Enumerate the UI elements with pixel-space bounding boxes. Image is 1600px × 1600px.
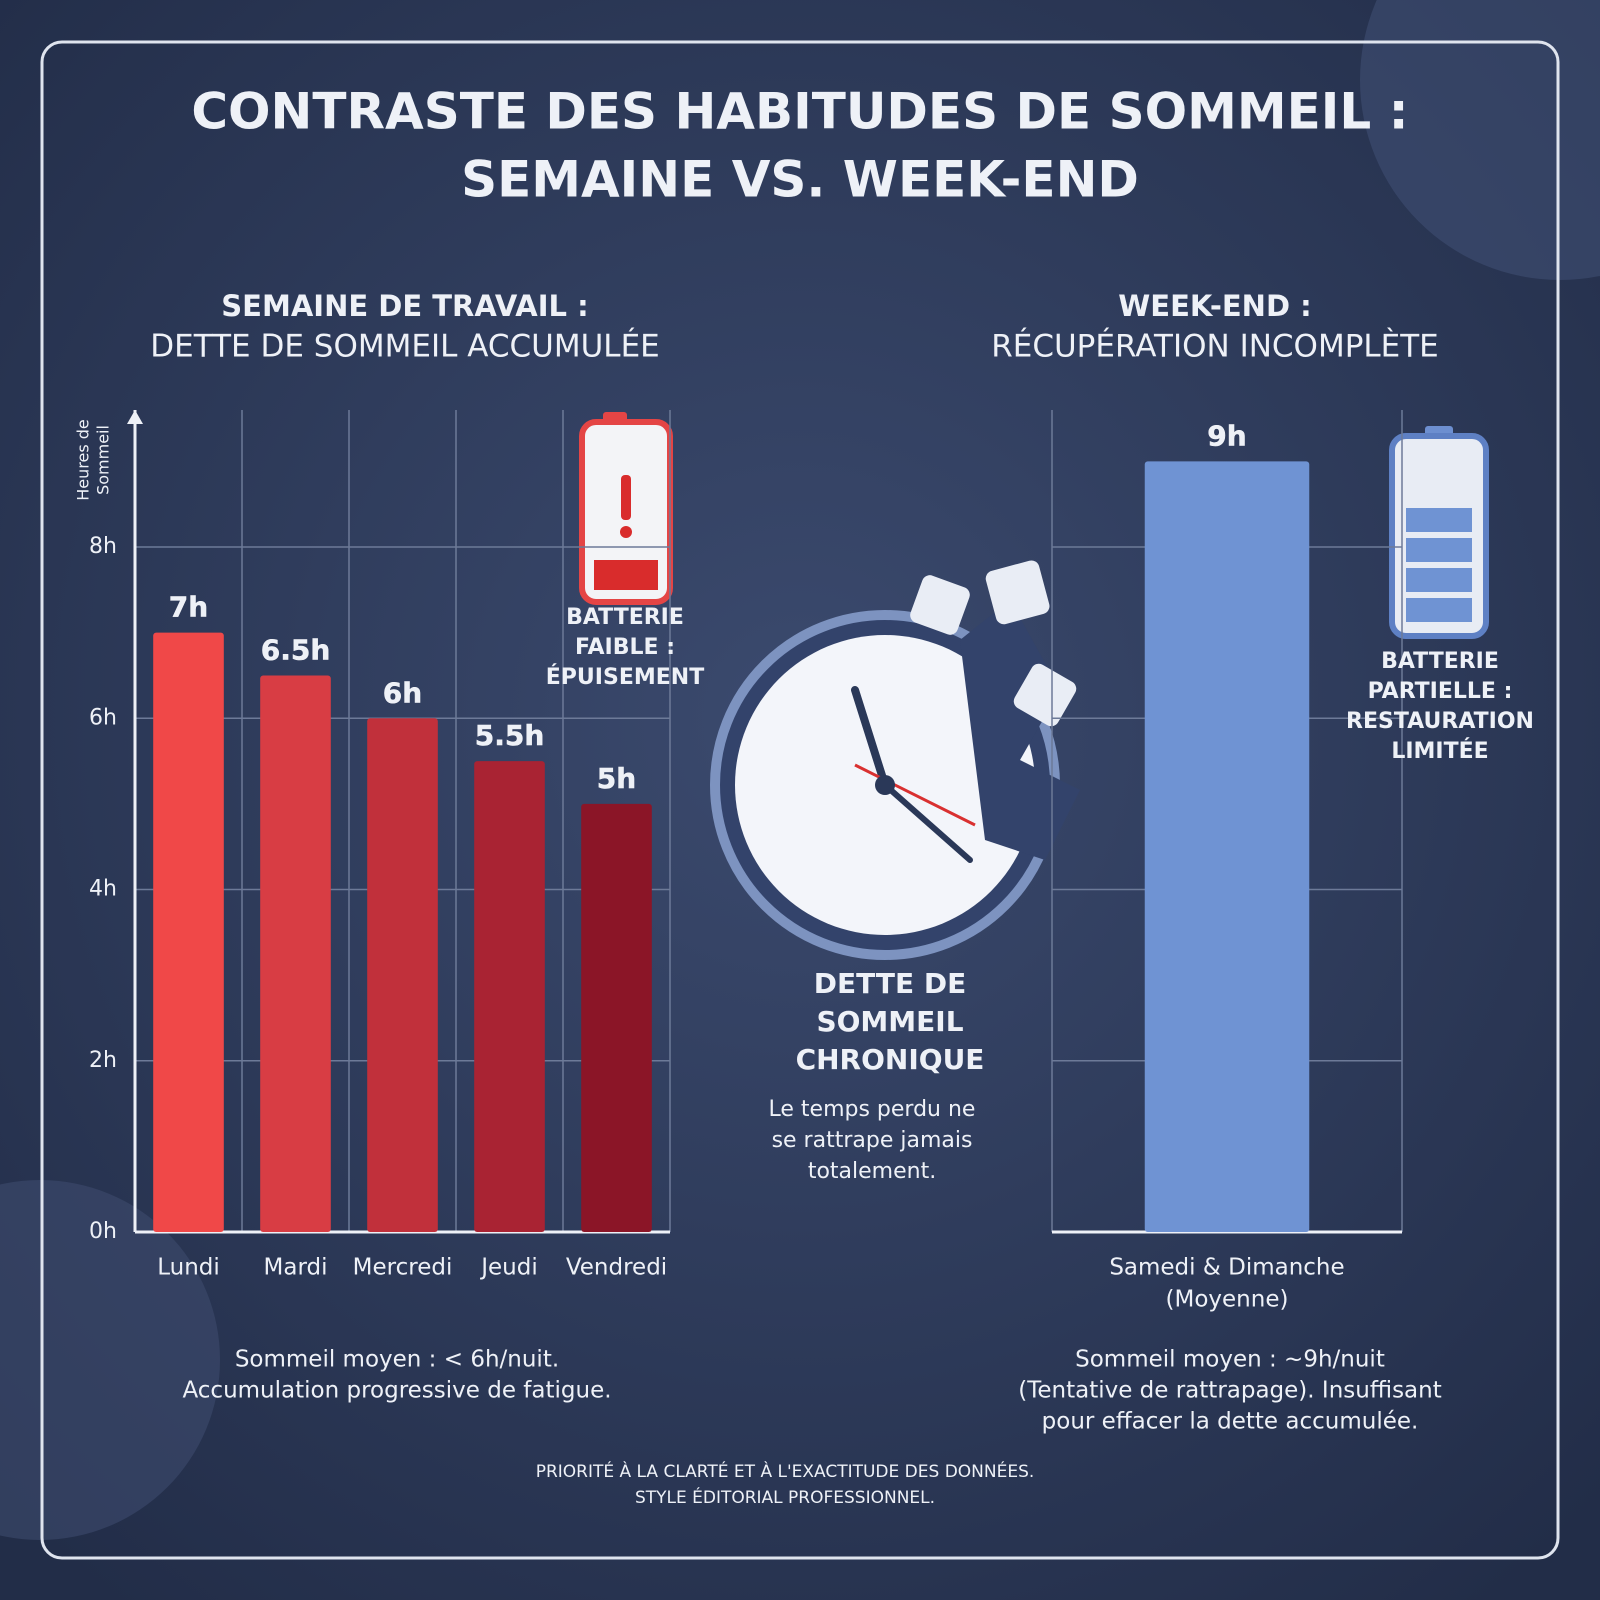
- chart-title: SEMAINE DE TRAVAIL :: [221, 289, 588, 323]
- center-title: DETTE DE: [814, 967, 966, 1000]
- center-title: CHRONIQUE: [796, 1043, 985, 1076]
- value-label: 5h: [597, 762, 636, 795]
- chart-note: Sommeil moyen : ~9h/nuit: [1075, 1347, 1385, 1373]
- value-label: 9h: [1207, 419, 1246, 452]
- footer: PRIORITÉ À LA CLARTÉ ET À L'EXACTITUDE D…: [536, 1460, 1035, 1482]
- x-tick-label: Mercredi: [353, 1255, 453, 1281]
- center-text: se rattrape jamais: [772, 1128, 973, 1153]
- center-title: SOMMEIL: [816, 1005, 963, 1038]
- center-text: totalement.: [808, 1159, 936, 1184]
- x-tick-label: Samedi & Dimanche: [1109, 1255, 1344, 1281]
- y-axis-label: Heures de: [74, 419, 93, 501]
- bar: [153, 632, 224, 1232]
- bar: [1144, 461, 1310, 1232]
- main-title: CONTRASTE DES HABITUDES DE SOMMEIL :: [191, 83, 1408, 141]
- x-tick-label: Lundi: [157, 1255, 220, 1281]
- chart-note: Accumulation progressive de fatigue.: [182, 1378, 611, 1404]
- bar: [260, 675, 331, 1232]
- battery-label: PARTIELLE :: [1368, 679, 1513, 704]
- chart-title: WEEK-END :: [1118, 289, 1311, 323]
- y-tick-label: 0h: [89, 1219, 117, 1244]
- y-axis-arrow: [127, 410, 143, 424]
- battery-partial: [1389, 426, 1489, 639]
- value-label: 6.5h: [261, 633, 331, 666]
- broken-clock: [710, 560, 1080, 960]
- value-label: 7h: [169, 591, 208, 624]
- x-tick-label: Vendredi: [566, 1255, 667, 1281]
- battery-label: LIMITÉE: [1391, 738, 1488, 764]
- y-tick-label: 6h: [89, 705, 117, 730]
- chart-subtitle: DETTE DE SOMMEIL ACCUMULÉE: [150, 329, 660, 365]
- decor: [1360, 0, 1600, 280]
- x-tick-note: (Moyenne): [1166, 1287, 1289, 1313]
- y-tick-label: 2h: [89, 1048, 117, 1073]
- battery-label: FAIBLE :: [575, 635, 675, 660]
- battery-low: [579, 412, 673, 605]
- y-axis-label: Sommeil: [94, 425, 113, 495]
- y-tick-label: 4h: [89, 877, 117, 902]
- x-tick-label: Jeudi: [479, 1255, 538, 1281]
- chart-note: (Tentative de rattrapage). Insuffisant: [1018, 1378, 1442, 1404]
- decor: [0, 1180, 220, 1540]
- chart-subtitle: RÉCUPÉRATION INCOMPLÈTE: [991, 329, 1439, 365]
- value-label: 6h: [383, 676, 422, 709]
- battery-label: RESTAURATION: [1346, 709, 1534, 734]
- bar: [581, 803, 652, 1232]
- battery-label: ÉPUISEMENT: [546, 664, 704, 690]
- value-label: 5.5h: [475, 719, 545, 752]
- main-title: SEMAINE VS. WEEK-END: [461, 151, 1139, 209]
- frame: [40, 40, 1560, 1560]
- bar: [367, 718, 438, 1232]
- bar: [474, 761, 545, 1232]
- y-tick-label: 8h: [89, 534, 117, 559]
- chart-note: pour effacer la dette accumulée.: [1042, 1409, 1419, 1435]
- battery-label: BATTERIE: [566, 605, 684, 630]
- chart-note: Sommeil moyen : < 6h/nuit.: [235, 1347, 559, 1373]
- x-tick-label: Mardi: [264, 1255, 328, 1281]
- footer: STYLE ÉDITORIAL PROFESSIONNEL.: [635, 1486, 935, 1508]
- battery-label: BATTERIE: [1381, 649, 1499, 674]
- center-text: Le temps perdu ne: [769, 1097, 976, 1122]
